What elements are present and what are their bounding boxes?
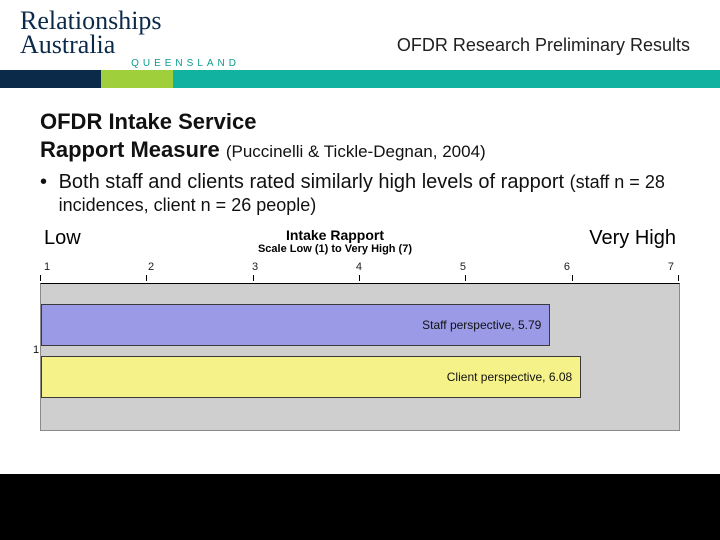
chart-subtitle: Scale Low (1) to Very High (7): [258, 243, 412, 255]
bullet-dot: •: [40, 171, 59, 217]
x-tick-label: 4: [356, 261, 362, 273]
logo-script: Relationships Australia: [20, 9, 260, 56]
x-axis-labels: 1 2 3 4 5 6 7: [44, 261, 674, 273]
chart-bar: Staff perspective, 5.79: [41, 304, 550, 346]
heading-line1: OFDR Intake Service: [40, 109, 256, 134]
x-tick: [146, 275, 147, 281]
chart-scale-labels: Low Intake Rapport Scale Low (1) to Very…: [40, 227, 680, 257]
bar-label: Client perspective, 6.08: [447, 370, 572, 384]
chart: Low Intake Rapport Scale Low (1) to Very…: [40, 227, 680, 431]
stripe-seg-2: [101, 70, 173, 88]
x-tick-label: 3: [252, 261, 258, 273]
chart-bar: Client perspective, 6.08: [41, 356, 581, 398]
header: Relationships Australia QUEENSLAND OFDR …: [0, 0, 720, 70]
bullet: • Both staff and clients rated similarly…: [40, 171, 680, 217]
plot-area: 1 Staff perspective, 5.79Client perspect…: [40, 283, 680, 431]
stripe-seg-3: [173, 70, 720, 88]
x-tick: [253, 275, 254, 281]
x-tick-label: 6: [564, 261, 570, 273]
logo-region: QUEENSLAND: [20, 58, 260, 69]
x-tick: [359, 275, 360, 281]
x-tick-label: 7: [668, 261, 674, 273]
x-tick-label: 2: [148, 261, 154, 273]
scale-high-label: Very High: [589, 227, 676, 255]
y-axis-tick: 1: [33, 344, 39, 356]
heading-line2: Rapport Measure: [40, 137, 220, 162]
scale-low-label: Low: [44, 227, 81, 255]
chart-title-block: Intake Rapport Scale Low (1) to Very Hig…: [258, 227, 412, 255]
x-tick: [572, 275, 573, 281]
x-tick-label: 1: [44, 261, 50, 273]
bullet-text: Both staff and clients rated similarly h…: [59, 171, 564, 193]
x-tick-label: 5: [460, 261, 466, 273]
page-title: OFDR Research Preliminary Results: [260, 23, 690, 56]
x-tick: [678, 275, 679, 281]
x-tick: [465, 275, 466, 281]
citation: (Puccinelli & Tickle-Degnan, 2004): [226, 142, 486, 161]
bullet-body: Both staff and clients rated similarly h…: [59, 171, 680, 217]
content: OFDR Intake Service Rapport Measure (Puc…: [0, 88, 720, 431]
header-stripe: [0, 70, 720, 88]
chart-area: 1 2 3 4 5 6 7 1 Staff perspective, 5.79Client …: [40, 261, 680, 431]
bar-label: Staff perspective, 5.79: [422, 318, 541, 332]
stripe-seg-1: [0, 70, 101, 88]
footer-band: [0, 474, 720, 540]
chart-title: Intake Rapport: [258, 227, 412, 243]
heading: OFDR Intake Service Rapport Measure (Puc…: [40, 108, 680, 163]
x-tick: [40, 275, 41, 281]
logo: Relationships Australia QUEENSLAND: [20, 9, 260, 69]
